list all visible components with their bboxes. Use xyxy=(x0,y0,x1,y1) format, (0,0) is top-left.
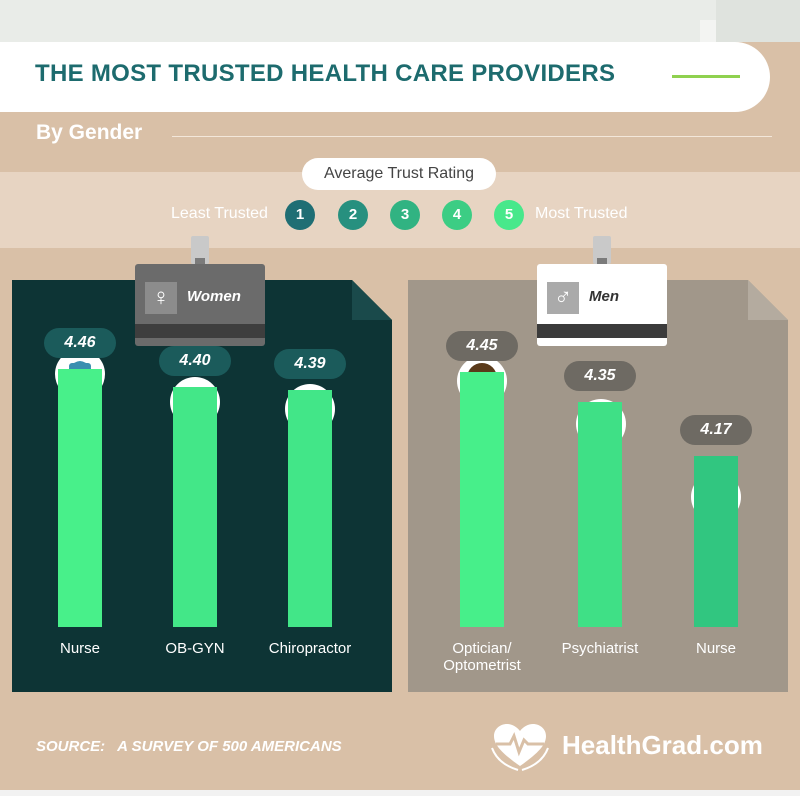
men-category-label-1: Optician/Optometrist xyxy=(422,640,542,674)
legend-most-label: Most Trusted xyxy=(535,205,628,222)
men-category-label-3: Nurse xyxy=(656,640,776,657)
source-label: SOURCE: xyxy=(36,738,106,755)
male-symbol-icon: ♂ xyxy=(547,282,579,314)
source-note: SOURCE: A SURVEY OF 500 AMERICANS xyxy=(36,738,342,755)
women-bar-1 xyxy=(58,369,102,627)
category-label-line: Chiropractor xyxy=(268,640,352,657)
men-value-label-2: 4.35 xyxy=(564,361,636,391)
heart-pulse-icon xyxy=(491,724,549,771)
subtitle-divider xyxy=(172,136,772,137)
men-bar-1 xyxy=(460,372,504,627)
women-bar-2 xyxy=(173,387,217,627)
female-symbol-icon: ♀ xyxy=(145,282,177,314)
men-bar-3 xyxy=(694,456,738,627)
brand-name: HealthGrad.com xyxy=(562,730,763,760)
category-label-line: Optician/ xyxy=(452,640,512,657)
category-label-line: OB-GYN xyxy=(165,640,225,657)
title-banner xyxy=(0,42,770,112)
page-subtitle: By Gender xyxy=(36,121,143,144)
women-label: Women xyxy=(187,288,241,305)
category-label-line: Nurse xyxy=(59,640,100,657)
women-value-label-1: 4.46 xyxy=(44,328,116,358)
page-title: THE MOST TRUSTED HEALTH CARE PROVIDERS xyxy=(35,60,616,87)
women-category-label-1: Nurse xyxy=(20,640,140,657)
women-badge: ♀ Women xyxy=(135,264,265,346)
legend-dot-3: 3 xyxy=(390,200,420,230)
men-badge: ♂ Men xyxy=(537,264,667,346)
men-value-label-1: 4.45 xyxy=(446,331,518,361)
men-category-label-2: Psychiatrist xyxy=(540,640,660,657)
women-value-label-3: 4.39 xyxy=(274,349,346,379)
legend-dot-5: 5 xyxy=(494,200,524,230)
men-label: Men xyxy=(589,288,619,305)
men-panel-fold xyxy=(748,280,788,320)
category-label-line: Psychiatrist xyxy=(561,640,639,657)
men-badge-clip xyxy=(593,236,611,264)
legend-least-label: Least Trusted xyxy=(171,205,268,222)
women-value-label-2: 4.40 xyxy=(159,346,231,376)
women-category-label-3: Chiropractor xyxy=(250,640,370,657)
title-accent-line xyxy=(672,75,740,78)
women-badge-stripe xyxy=(135,324,265,338)
men-badge-stripe xyxy=(537,324,667,338)
category-label-line: Optometrist xyxy=(443,657,521,674)
men-value-label-3: 4.17 xyxy=(680,415,752,445)
source-text: A SURVEY OF 500 AMERICANS xyxy=(117,738,342,755)
women-panel-fold xyxy=(352,280,392,320)
bottom-band xyxy=(0,790,800,796)
legend-dot-4: 4 xyxy=(442,200,472,230)
legend-title: Average Trust Rating xyxy=(302,158,496,190)
legend-dot-2: 2 xyxy=(338,200,368,230)
women-bar-3 xyxy=(288,390,332,627)
category-label-line: Nurse xyxy=(695,640,736,657)
women-badge-clip xyxy=(191,236,209,264)
women-category-label-2: OB-GYN xyxy=(135,640,255,657)
top-band xyxy=(0,0,800,42)
legend-dot-1: 1 xyxy=(285,200,315,230)
men-bar-2 xyxy=(578,402,622,627)
